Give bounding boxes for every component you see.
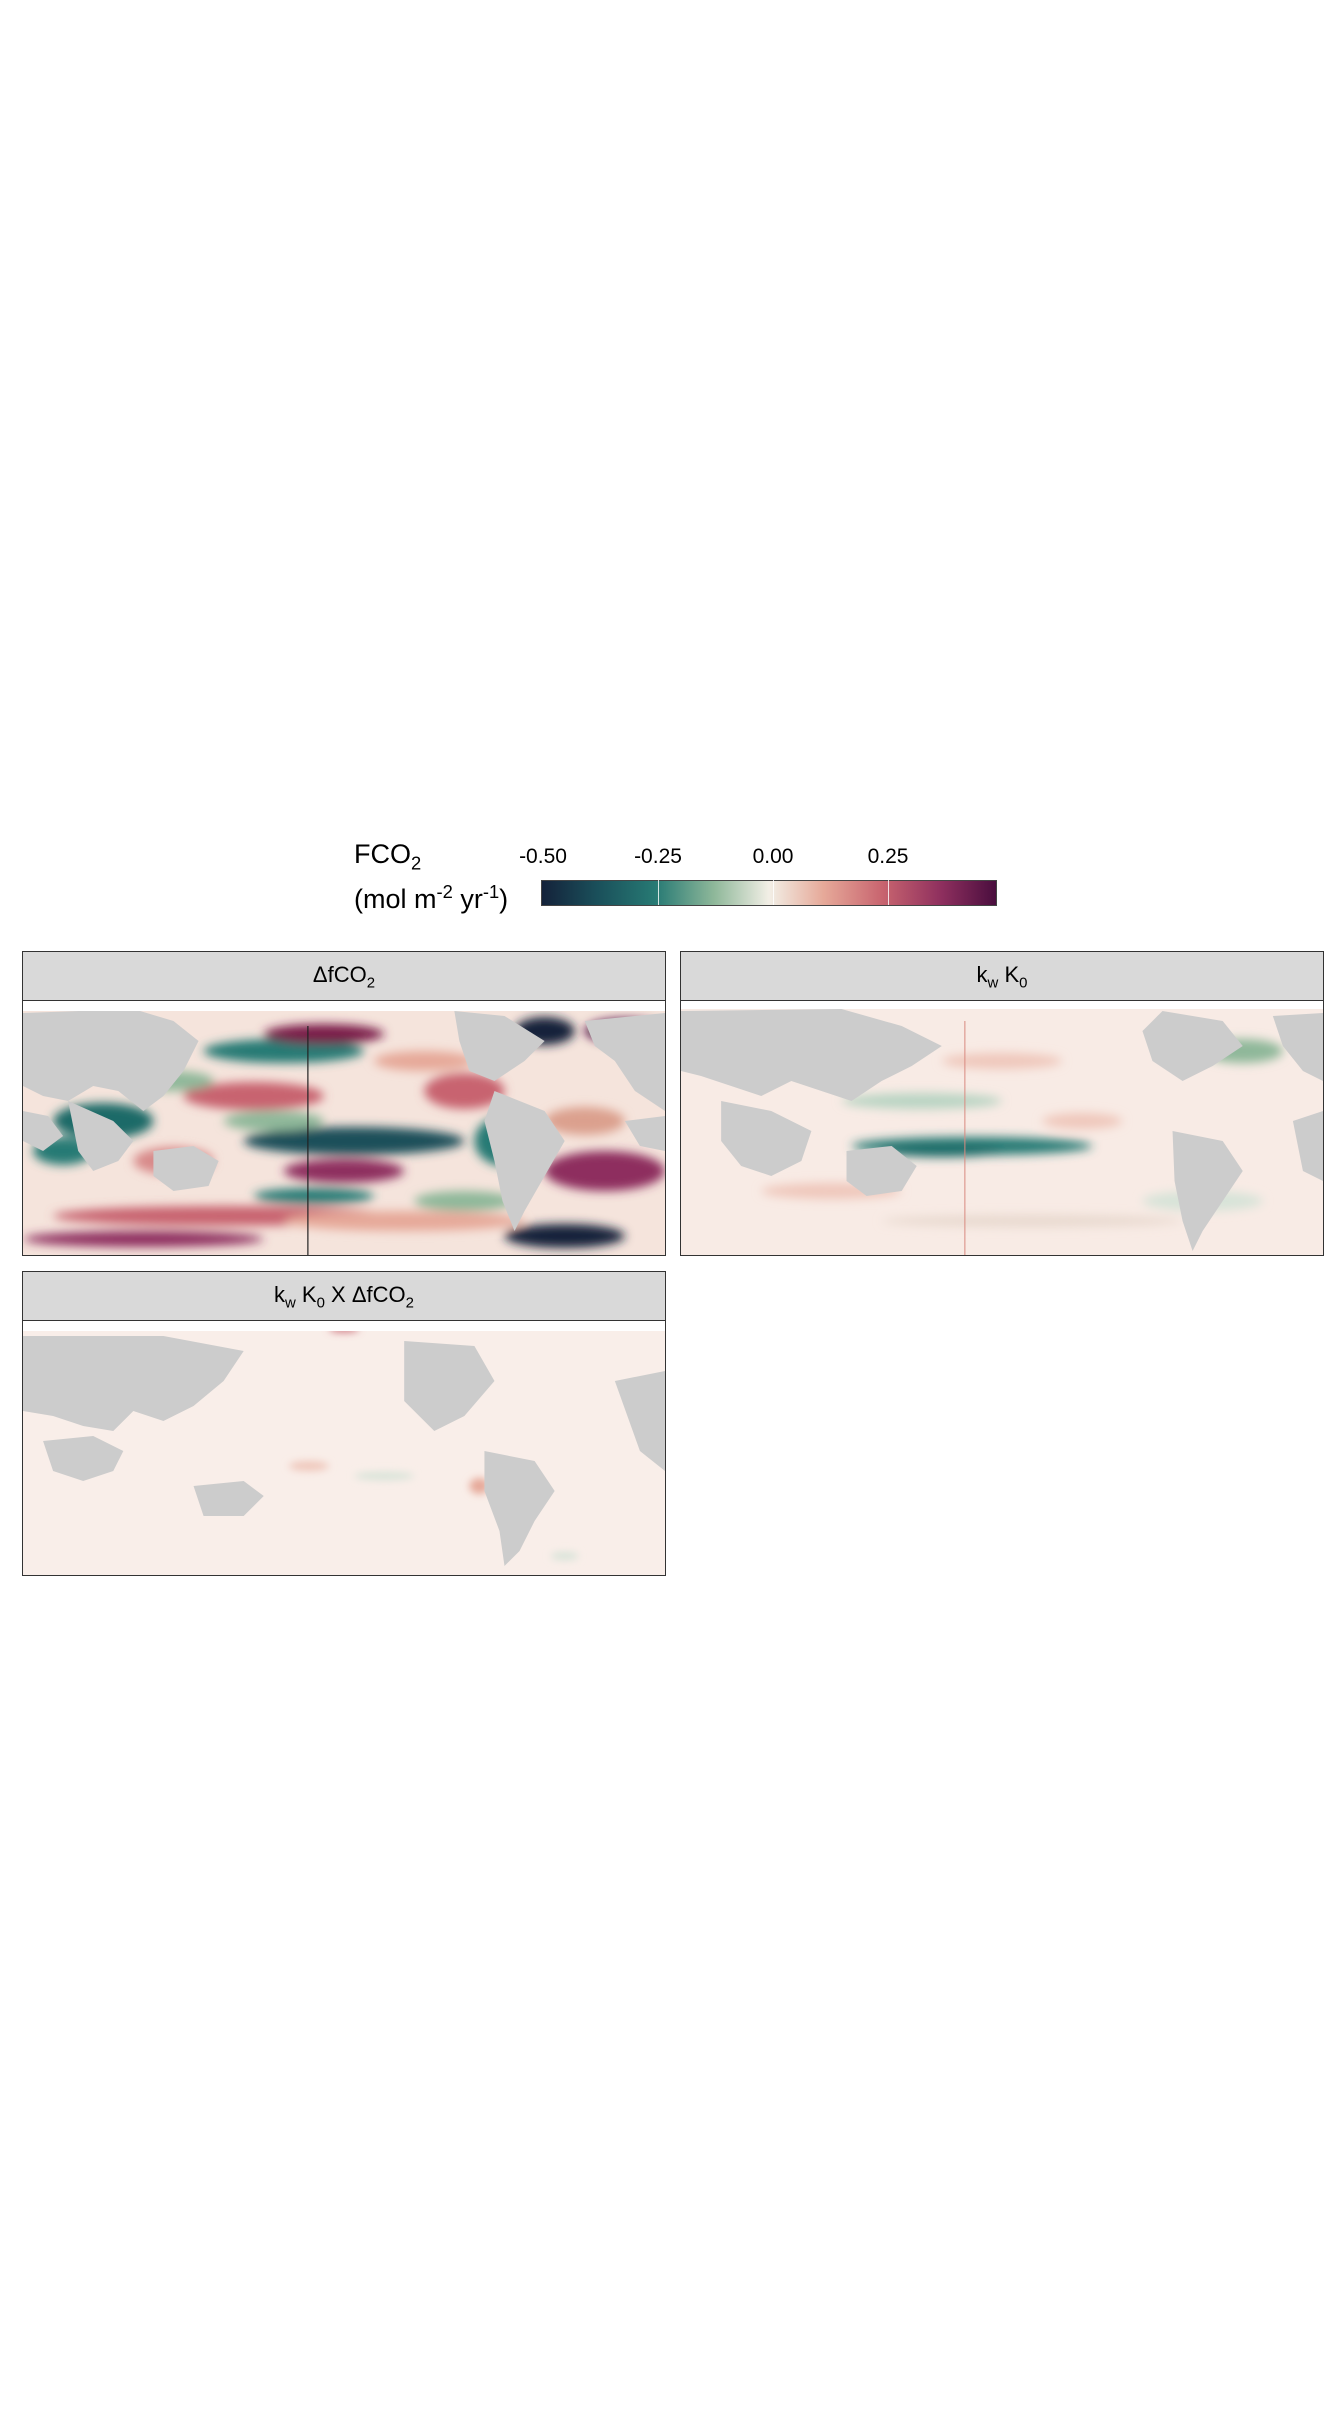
anomaly-field <box>761 1039 1283 1227</box>
panel-title: kw K0 X ΔfCO2 <box>23 1272 665 1321</box>
land-mask <box>23 1009 665 1231</box>
legend-tick-label: -0.50 <box>519 845 567 868</box>
panel-title: ΔfCO2 <box>23 952 665 1001</box>
panel-title-part: fCO <box>327 962 367 987</box>
legend-tick-label: 0.25 <box>867 845 909 868</box>
panel-title-part: K <box>998 962 1020 987</box>
panel-title-part: w <box>987 974 999 992</box>
legend-tick-label: 0.00 <box>752 845 794 868</box>
colorbar-tick <box>773 880 774 905</box>
panel-kwk0: kw K0 <box>680 951 1324 1256</box>
ice-mask <box>681 1001 1323 1009</box>
panel-product: kw K0 X ΔfCO2 <box>22 1271 666 1576</box>
map-product <box>23 1321 665 1575</box>
panel-title-part: 2 <box>366 974 376 992</box>
panel-title: kw K0 <box>681 952 1323 1001</box>
legend-tick-label: -0.25 <box>634 845 682 868</box>
panel-title-part: Δ <box>312 962 328 987</box>
land-mask <box>23 1336 665 1566</box>
panel-title-part: K <box>295 1282 317 1307</box>
panel-title-part: k <box>274 1282 285 1307</box>
colorbar-legend: FCO2 (mol m-2 yr-1) -0.50 -0.25 0.00 0.2… <box>350 835 1010 915</box>
panel-title-part: k <box>976 962 988 987</box>
map-kwk0 <box>681 1001 1323 1255</box>
panel-title-part: fCO <box>366 1282 406 1307</box>
map-dfco2 <box>23 1001 665 1255</box>
ice-mask <box>23 1001 665 1011</box>
colorbar-tick <box>658 880 659 905</box>
land-mask <box>681 1009 1323 1251</box>
panel-title-part: w <box>285 1294 296 1312</box>
legend-title: FCO2 (mol m-2 yr-1) <box>354 839 509 914</box>
ice-mask <box>23 1321 665 1331</box>
panel-title-part: 0 <box>316 1294 325 1312</box>
colorbar <box>541 880 997 906</box>
panel-dfco2: ΔfCO2 <box>22 951 666 1256</box>
colorbar-tick <box>888 880 889 905</box>
panel-title-part: 2 <box>405 1294 414 1312</box>
panel-title-part: X Δ <box>324 1282 367 1307</box>
legend-unit: (mol m-2 yr-1) <box>354 881 509 914</box>
panel-title-part: 0 <box>1019 974 1028 992</box>
